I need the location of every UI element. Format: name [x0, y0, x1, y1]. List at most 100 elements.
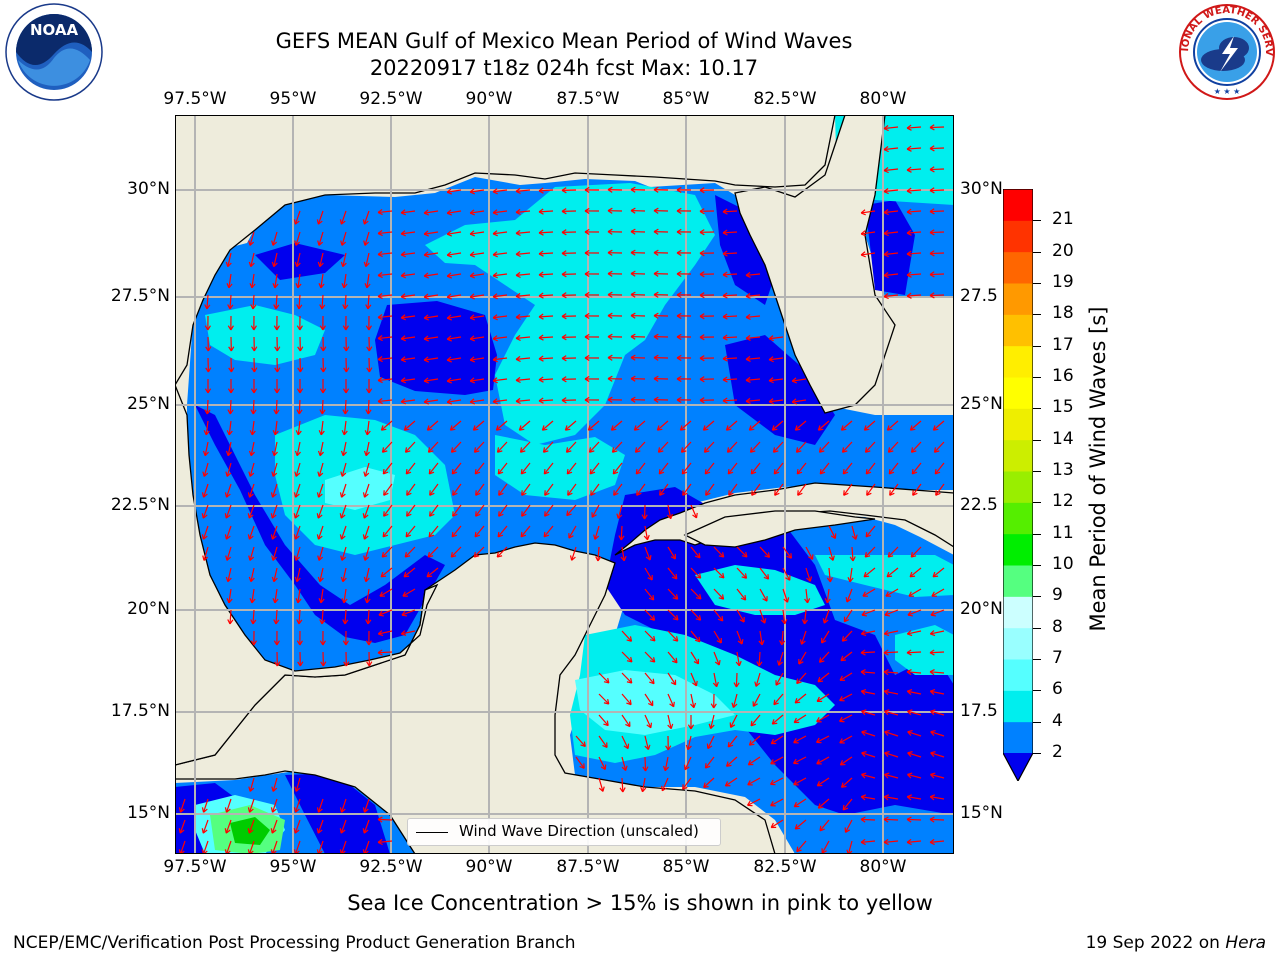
wind-wave-arrow	[883, 251, 899, 258]
wind-wave-arrow	[339, 819, 347, 834]
footer-date-text: 19 Sep 2022 on	[1085, 933, 1220, 953]
wind-wave-arrow	[929, 649, 945, 656]
wind-wave-arrow	[362, 210, 370, 225]
wind-wave-arrow	[644, 651, 656, 663]
lat-tick-left: 22.5°N	[110, 495, 170, 515]
wind-wave-arrow	[682, 483, 692, 496]
wind-wave-arrow	[400, 272, 416, 279]
wind-wave-arrow	[248, 462, 255, 477]
wind-wave-arrow	[203, 420, 210, 436]
wind-wave-arrow	[621, 693, 632, 706]
colorbar-segment	[1003, 220, 1033, 253]
wind-wave-arrow	[381, 546, 393, 558]
wind-wave-arrow	[473, 546, 485, 558]
wind-wave-arrow	[883, 209, 899, 216]
wind-wave-arrow	[272, 588, 279, 604]
wind-wave-arrow	[561, 313, 577, 320]
wind-wave-arrow	[907, 729, 922, 737]
wind-wave-arrow	[699, 292, 715, 299]
wind-wave-arrow	[653, 249, 669, 256]
wind-wave-arrow	[248, 231, 255, 246]
gulf-map	[174, 114, 955, 855]
wind-wave-arrow	[472, 420, 485, 431]
lat-tick-left: 15°N	[127, 803, 170, 823]
wind-wave-arrow	[469, 398, 485, 405]
wind-wave-arrow	[643, 525, 650, 541]
wind-wave-arrow	[759, 588, 768, 602]
wind-wave-arrow	[294, 777, 301, 792]
wind-wave-arrow	[492, 377, 508, 384]
wind-wave-arrow	[906, 250, 922, 257]
lat-tick-right: 25°N	[960, 394, 1003, 414]
wind-wave-arrow	[228, 336, 235, 352]
lon-tick-top: 82.5°W	[753, 89, 817, 109]
wind-wave-arrow	[538, 208, 554, 215]
wind-wave-arrow	[667, 567, 678, 580]
wind-wave-arrow	[294, 231, 301, 246]
wind-wave-arrow	[843, 483, 853, 496]
wind-wave-arrow	[883, 838, 899, 846]
wind-wave-arrow	[712, 672, 719, 688]
wind-wave-arrow	[319, 294, 326, 310]
wind-wave-arrow	[342, 378, 350, 394]
wind-wave-arrow	[884, 729, 899, 737]
wind-wave-arrow	[630, 333, 646, 340]
wind-wave-arrow	[659, 483, 669, 496]
wind-wave-arrow	[366, 336, 373, 352]
wind-wave-arrow	[538, 250, 554, 257]
wind-wave-arrow	[839, 756, 853, 766]
wind-wave-arrow	[561, 187, 577, 194]
wind-wave-arrow	[446, 209, 462, 216]
wind-wave-arrow	[318, 420, 325, 436]
wind-wave-arrow	[735, 651, 742, 667]
colorbar-tick-mark	[1033, 659, 1041, 660]
wind-wave-arrow	[270, 504, 278, 519]
wind-wave-arrow	[248, 777, 255, 792]
wind-wave-arrow	[250, 294, 257, 310]
wind-wave-arrow	[607, 249, 623, 256]
wind-wave-arrow	[754, 672, 761, 687]
wind-wave-arrow	[929, 166, 945, 173]
wind-wave-arrow	[665, 735, 672, 751]
wind-wave-arrow	[770, 756, 784, 765]
noaa-logo: NOAA	[4, 2, 104, 102]
wind-wave-arrow	[644, 693, 654, 707]
wind-wave-arrow	[575, 735, 586, 748]
map-panel	[174, 114, 955, 855]
wind-wave-arrow	[759, 609, 767, 624]
wind-wave-arrow	[796, 840, 807, 853]
wind-wave-arrow	[561, 376, 577, 383]
wind-wave-arrow	[270, 483, 278, 498]
wind-wave-arrow	[777, 651, 784, 666]
wind-wave-arrow	[731, 693, 738, 708]
wind-wave-arrow	[377, 208, 393, 216]
sea-ice-note: Sea Ice Concentration > 15% is shown in …	[347, 891, 933, 915]
wind-wave-arrow	[250, 399, 257, 415]
wind-wave-arrow	[653, 270, 669, 277]
wind-wave-arrow	[722, 208, 738, 215]
colorbar-tick-mark	[1033, 408, 1041, 410]
colorbar-tick-label: 15	[1052, 397, 1074, 418]
colorbar-tick-mark	[1033, 471, 1041, 472]
wind-wave-arrow	[469, 272, 485, 279]
wind-wave-arrow	[204, 378, 212, 394]
wind-wave-arrow	[538, 229, 554, 236]
wind-wave-arrow	[621, 756, 628, 771]
wind-wave-arrow	[423, 209, 439, 216]
wind-wave-arrow	[724, 777, 738, 787]
wind-wave-arrow	[770, 735, 784, 745]
wind-wave-arrow	[929, 229, 945, 236]
lon-tick-top: 87.5°W	[556, 89, 620, 109]
wind-wave-arrow	[247, 483, 255, 498]
colorbar-tick-label: 21	[1052, 209, 1074, 230]
wind-wave-arrow	[886, 567, 899, 578]
colorbar-tick-label: 9	[1052, 585, 1063, 606]
wind-wave-arrow	[828, 546, 835, 561]
wind-wave-arrow	[774, 483, 784, 496]
wind-wave-arrow	[566, 504, 577, 517]
colorbar-tick-label: 17	[1052, 334, 1074, 355]
wind-wave-arrow	[865, 525, 876, 538]
wind-wave-arrow	[270, 525, 278, 540]
wind-wave-arrow	[906, 292, 922, 299]
wind-wave-arrow	[377, 334, 393, 342]
